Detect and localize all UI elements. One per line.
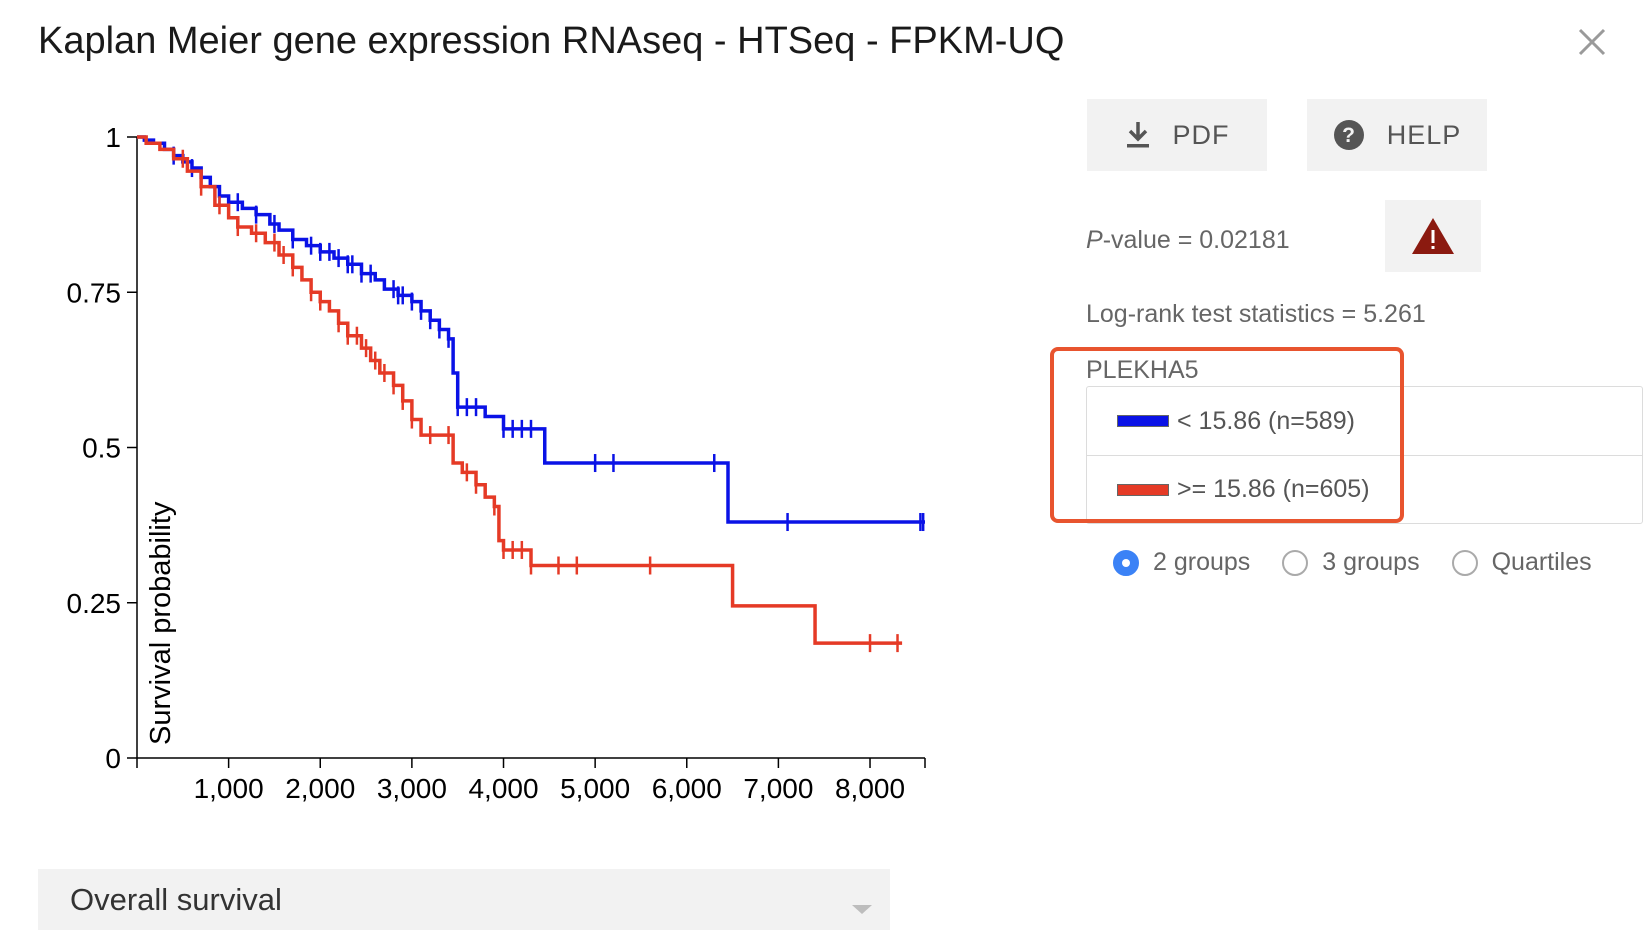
survival-type-value: Overall survival (70, 881, 282, 917)
p-value: P-value = 0.02181 (1086, 226, 1290, 254)
radio-indicator-3-groups[interactable] (1282, 549, 1309, 576)
pdf-button-label: PDF (1172, 119, 1230, 150)
grouping-options: 2 groups 3 groups Quartiles (1113, 548, 1592, 577)
x-tick-label: 5,000 (560, 773, 630, 804)
y-tick-label: 0.75 (67, 277, 122, 308)
help-button[interactable]: ? HELP (1307, 99, 1487, 171)
survival-type-select[interactable]: Overall survival (38, 869, 890, 930)
help-button-label: HELP (1386, 119, 1462, 150)
page-title: Kaplan Meier gene expression RNAseq - HT… (38, 20, 1065, 62)
warning-triangle-icon (1412, 218, 1454, 254)
legend-label-low: < 15.86 (n=589) (1177, 406, 1355, 435)
x-tick-label: 3,000 (377, 773, 447, 804)
x-tick-label: 1,000 (194, 773, 264, 804)
legend-item-high[interactable]: >= 15.86 (n=605) (1087, 455, 1642, 523)
radio-label-3-groups: 3 groups (1322, 548, 1420, 576)
survival-chart: 0 0.25 0.5 0.75 1 1,000 2,000 3,000 4,000 5,000 6,… (67, 122, 926, 804)
svg-text:?: ? (1342, 124, 1356, 147)
legend-swatch-blue (1117, 415, 1169, 427)
y-tick-label: 1 (105, 122, 121, 153)
radio-label-quartiles: Quartiles (1491, 548, 1592, 576)
survival-curve-series-0 (137, 135, 925, 524)
radio-indicator-quartiles[interactable] (1451, 549, 1478, 576)
legend: < 15.86 (n=589) >= 15.86 (n=605) (1086, 386, 1643, 524)
x-tick-label: 6,000 (652, 773, 722, 804)
y-tick-label: 0.5 (82, 433, 121, 464)
y-tick-label: 0.25 (67, 588, 122, 619)
radio-quartiles[interactable]: Quartiles (1451, 548, 1592, 577)
x-tick-label: 7,000 (743, 773, 813, 804)
y-axis-label: Survival probability (145, 501, 177, 745)
legend-item-low[interactable]: < 15.86 (n=589) (1087, 387, 1642, 455)
chevron-down-icon (852, 905, 872, 914)
log-rank-statistic: Log-rank test statistics = 5.261 (1086, 300, 1426, 328)
x-tick-label: 4,000 (468, 773, 538, 804)
x-tick-label: 2,000 (285, 773, 355, 804)
download-icon (1126, 122, 1149, 148)
x-tick-label: 8,000 (835, 773, 905, 804)
radio-label-2-groups: 2 groups (1153, 548, 1251, 576)
close-button[interactable] (1572, 22, 1612, 62)
close-icon (1578, 28, 1606, 56)
warning-button[interactable] (1385, 200, 1481, 272)
radio-indicator-2-groups[interactable] (1113, 549, 1139, 576)
legend-label-high: >= 15.86 (n=605) (1177, 475, 1370, 503)
radio-3-groups[interactable]: 3 groups (1282, 548, 1420, 577)
survival-curve-series-1 (137, 135, 903, 645)
pdf-button[interactable]: PDF (1087, 99, 1267, 171)
gene-name: PLEKHA5 (1086, 356, 1199, 384)
question-circle-icon: ? (1333, 120, 1364, 150)
radio-2-groups[interactable]: 2 groups (1113, 548, 1250, 577)
y-tick-label: 0 (105, 743, 121, 774)
legend-swatch-red (1117, 483, 1169, 496)
